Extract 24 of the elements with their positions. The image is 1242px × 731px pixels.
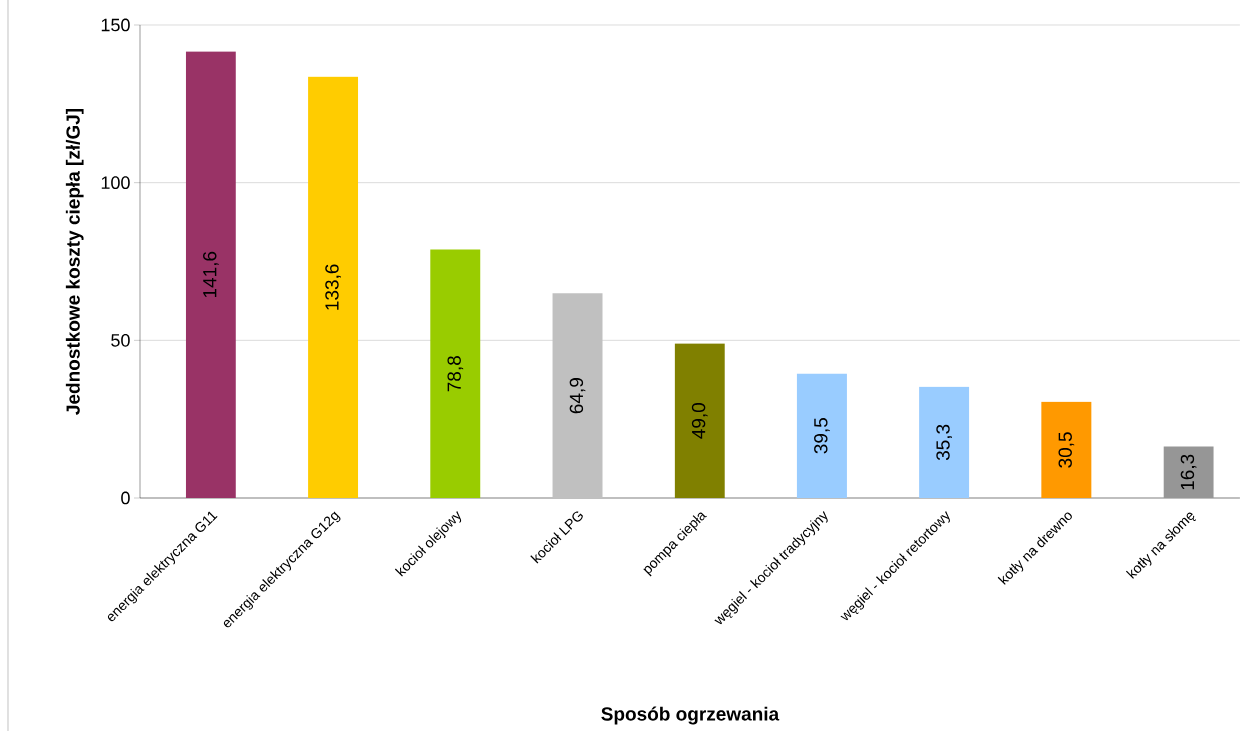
y-tick-label: 100 xyxy=(101,176,130,190)
bar xyxy=(1163,446,1214,498)
bar xyxy=(308,76,359,498)
bar xyxy=(430,249,481,498)
y-tick-label: 0 xyxy=(121,491,130,505)
data-label: 16,3 xyxy=(1180,454,1197,490)
data-label: 49,0 xyxy=(691,403,708,439)
bar xyxy=(1041,401,1092,498)
data-label: 133,6 xyxy=(325,264,341,310)
data-label: 30,5 xyxy=(1058,432,1075,468)
x-axis-title: Sposób ogrzewania xyxy=(601,706,780,725)
y-axis-title: Jednostkowe koszty ciepła [zł/GJ] xyxy=(65,108,84,415)
bar xyxy=(185,51,236,498)
bar xyxy=(919,386,970,498)
data-label: 35,3 xyxy=(936,424,952,461)
bar xyxy=(796,373,847,498)
bar xyxy=(552,293,603,498)
y-tick-label: 150 xyxy=(101,18,130,32)
data-label: 64,9 xyxy=(569,378,586,414)
data-label: 78,8 xyxy=(447,356,464,392)
data-label: 141,6 xyxy=(203,251,219,298)
bar xyxy=(674,343,725,498)
y-tick-label: 50 xyxy=(111,333,130,347)
data-label: 39,5 xyxy=(814,418,830,454)
